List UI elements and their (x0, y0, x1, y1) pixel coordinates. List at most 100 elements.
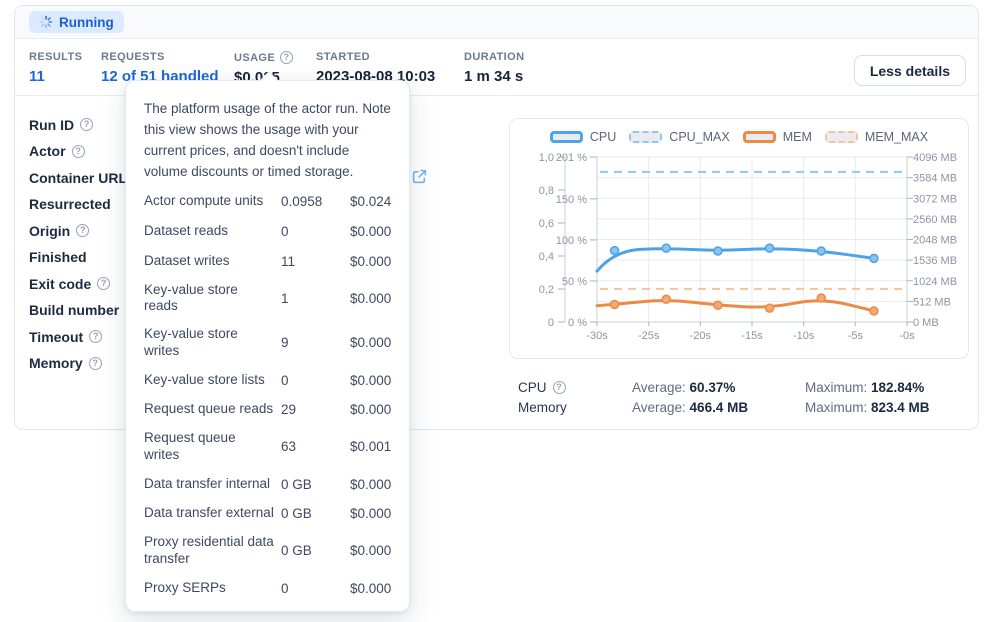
series-cpu-marker (713, 246, 723, 256)
svg-text:-5s: -5s (848, 330, 864, 342)
less-details-button[interactable]: Less details (853, 55, 966, 86)
usage-row: Actor compute units 0.0958 $0.024 (144, 193, 391, 211)
usage-item-name: Data transfer internal (144, 475, 271, 491)
svg-text:201 %: 201 % (556, 152, 587, 164)
usage-item-name: Request queue reads (144, 401, 274, 417)
stat-duration-value: 1 m 34 s (464, 68, 524, 85)
detail-label: Actor (29, 143, 66, 159)
svg-text:0: 0 (548, 317, 554, 329)
usage-item-price: $0.000 (350, 253, 392, 269)
legend-label: CPU_MAX (669, 130, 730, 144)
usage-item-amount: 9 (281, 335, 289, 351)
usage-item-name: Key-value store lists (144, 371, 265, 387)
legend-item-cpu[interactable]: CPU (549, 130, 616, 144)
stat-results-label: RESULTS (29, 51, 83, 63)
legend-item-mem_max[interactable]: MEM_MAX (824, 130, 929, 144)
svg-text:100 %: 100 % (556, 235, 587, 247)
svg-text:-25s: -25s (638, 330, 660, 342)
usage-row: Dataset reads 0 $0.000 (144, 222, 391, 240)
summary-average-label: Average: (632, 380, 690, 395)
status-badge: Running (29, 11, 124, 33)
detail-row: Origin? (29, 222, 146, 239)
usage-row: Dataset writes 11 $0.000 (144, 252, 391, 270)
legend-swatch-icon (629, 131, 663, 143)
detail-row: Finished (29, 249, 146, 266)
resource-summary: CPU? Average: 60.37% Maximum: 182.84% Memor… (504, 380, 974, 420)
usage-item-name: Dataset writes (144, 252, 230, 268)
stat-results: RESULTS 11 (29, 51, 82, 85)
svg-text:2048 MB: 2048 MB (913, 235, 957, 247)
summary-average-value: 466.4 MB (689, 400, 749, 415)
series-mem-marker (609, 299, 620, 310)
legend-item-cpu_max[interactable]: CPU_MAX (629, 130, 730, 144)
usage-row: Key-value store writes 9 $0.000 (144, 326, 391, 359)
usage-item-price: $0.000 (350, 506, 392, 522)
help-icon[interactable]: ? (71, 144, 85, 158)
svg-text:0 %: 0 % (568, 317, 587, 329)
usage-row: Key-value store lists 0 $0.000 (144, 371, 391, 389)
help-icon[interactable]: ? (88, 356, 102, 370)
usage-item-name: Proxy SERPs (144, 579, 226, 595)
legend-swatch-icon (824, 131, 858, 143)
help-icon[interactable]: ? (89, 330, 103, 343)
help-icon[interactable]: ? (80, 118, 94, 131)
resource-usage-chart: CPU CPU_MAX MEM MEM_MAX 1,0 0,8 0,6 0,4 0,2 0 201… (509, 118, 969, 359)
detail-label: Exit code (29, 275, 92, 292)
usage-item-name: Request queue writes (144, 430, 236, 462)
series-mem-marker (816, 293, 826, 303)
svg-text:3072 MB: 3072 MB (913, 193, 957, 205)
legend-swatch-icon (742, 131, 776, 143)
help-icon[interactable]: ? (76, 224, 90, 237)
stat-duration-label: DURATION (464, 51, 525, 63)
help-icon[interactable]: ? (97, 277, 111, 290)
detail-label: Finished (29, 249, 87, 265)
svg-text:-10s: -10s (793, 330, 815, 342)
series-mem-marker (713, 300, 723, 311)
stat-usage-label-text: USAGE (234, 51, 276, 64)
usage-row: Data transfer external 0 GB $0.000 (144, 505, 391, 523)
svg-text:-20s: -20s (690, 330, 712, 342)
svg-text:2560 MB: 2560 MB (913, 214, 957, 226)
detail-label: Memory (29, 355, 83, 371)
svg-text:4096 MB: 4096 MB (913, 152, 957, 164)
svg-text:512 MB: 512 MB (913, 296, 951, 308)
svg-text:0,4: 0,4 (539, 251, 554, 263)
usage-breakdown-table: Actor compute units 0.0958 $0.024 Dataset r… (144, 193, 391, 597)
summary-metric-name: CPU (518, 380, 547, 395)
svg-text:0,6: 0,6 (539, 218, 554, 230)
detail-label: Resurrected (29, 196, 111, 212)
external-link-icon[interactable] (411, 168, 428, 185)
detail-label: Origin (29, 222, 71, 239)
series-cpu-marker (764, 243, 775, 253)
summary-row: Memory Average: 466.4 MB Maximum: 823.4 MB (504, 400, 974, 419)
svg-text:3584 MB: 3584 MB (913, 173, 957, 185)
usage-item-amount: 0 GB (281, 543, 312, 559)
svg-text:1,0: 1,0 (539, 152, 554, 164)
usage-item-price: $0.000 (350, 372, 392, 388)
usage-item-amount: 0 GB (281, 506, 312, 522)
svg-text:0 MB: 0 MB (913, 317, 939, 329)
legend-swatch-icon (549, 131, 583, 143)
detail-row: Exit code? (29, 275, 146, 292)
svg-text:0,2: 0,2 (539, 284, 554, 296)
detail-row: Actor? (29, 143, 146, 160)
stat-results-value[interactable]: 11 (29, 68, 45, 85)
stat-started-label: STARTED (316, 51, 370, 63)
legend-label: MEM_MAX (864, 130, 929, 144)
usage-help-icon[interactable]: ? (280, 51, 294, 64)
summary-maximum-value: 182.84% (871, 380, 925, 395)
help-icon[interactable]: ? (552, 381, 566, 394)
detail-row: Resurrected (29, 196, 146, 213)
series-mem-marker (661, 294, 671, 304)
usage-item-price: $0.024 (350, 194, 392, 210)
detail-label: Timeout (29, 328, 84, 345)
usage-item-amount: 11 (281, 253, 296, 269)
summary-metric-label: CPU? (518, 380, 566, 395)
usage-item-amount: 0 (281, 580, 289, 596)
legend-item-mem[interactable]: MEM (742, 130, 812, 144)
summary-average: Average: 60.37% (632, 380, 735, 395)
summary-maximum: Maximum: 823.4 MB (805, 400, 930, 415)
usage-item-price: $0.000 (350, 290, 392, 306)
chart-legend: CPU CPU_MAX MEM MEM_MAX (510, 130, 968, 144)
